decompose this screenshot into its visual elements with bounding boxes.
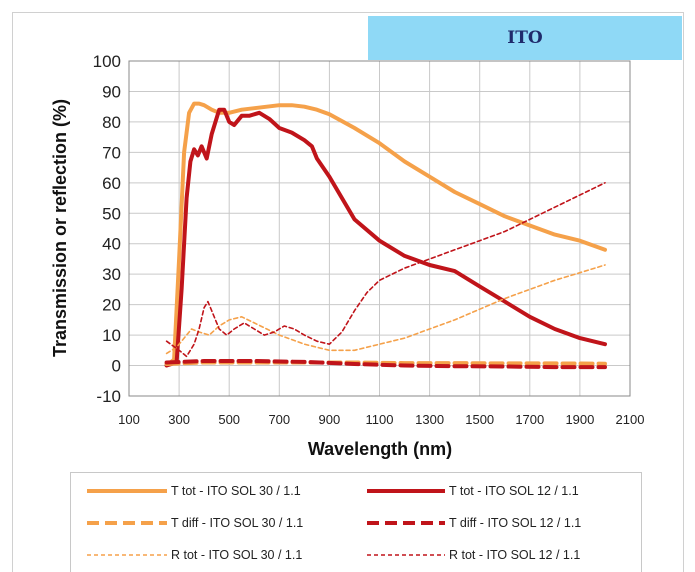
x-tick-label: 1900 [565,412,594,427]
x-tick-label: 1500 [465,412,494,427]
legend-item-ttot-30: T tot - ITO SOL 30 / 1.1 [87,480,301,502]
legend-swatch [367,554,445,556]
y-tick-label: 40 [102,235,121,254]
series-line-5 [165,182,606,358]
y-tick-label: -10 [96,387,121,406]
y-axis-label: Transmission or reflection (%) [50,99,70,357]
panel-label-text: ITO [507,28,543,48]
x-tick-label: 2100 [616,412,645,427]
series-line-4 [165,264,606,355]
legend-swatch [87,554,167,556]
y-tick-label: 80 [102,113,121,132]
panel-label: ITO [368,16,682,60]
y-tick-label: 10 [102,326,121,345]
x-tick-label: 700 [268,412,290,427]
grid-lines [128,60,631,397]
series-line-3 [164,359,607,370]
series-lines [164,101,607,370]
x-tick-label: 300 [168,412,190,427]
y-tick-label: 30 [102,265,121,284]
x-tick-label: 900 [319,412,341,427]
legend-label: T tot - ITO SOL 30 / 1.1 [171,484,301,498]
legend-swatch [367,521,445,525]
legend-swatch [87,489,167,493]
legend-item-rtot-12: R tot - ITO SOL 12 / 1.1 [367,544,580,566]
legend: T tot - ITO SOL 30 / 1.1 T tot - ITO SOL… [70,472,642,572]
y-tick-labels: -10 0 10 20 30 40 50 60 70 80 90 100 [93,52,121,406]
legend-item-ttot-12: T tot - ITO SOL 12 / 1.1 [367,480,579,502]
y-tick-label: 50 [102,204,121,223]
series-line-1 [164,107,607,368]
x-tick-label: 1100 [366,412,394,427]
x-tick-label: 1700 [515,412,544,427]
y-tick-label: 60 [102,174,121,193]
x-tick-label: 500 [218,412,240,427]
legend-label: T diff - ITO SOL 30 / 1.1 [171,516,304,530]
legend-label: R tot - ITO SOL 30 / 1.1 [171,548,303,562]
legend-item-tdiff-30: T diff - ITO SOL 30 / 1.1 [87,512,303,534]
y-tick-label: 20 [102,296,121,315]
legend-label: R tot - ITO SOL 12 / 1.1 [449,548,581,562]
x-tick-label: 100 [118,412,140,427]
legend-label: T diff - ITO SOL 12 / 1.1 [449,516,582,530]
plot-area [128,60,631,397]
x-tick-label: 1300 [415,412,444,427]
legend-swatch [87,521,167,525]
series-line-0 [164,101,607,368]
legend-item-rtot-30: R tot - ITO SOL 30 / 1.1 [87,544,302,566]
x-tick-labels: 100 300 500 700 900 1100 1300 1500 1700 1900 2100 [118,412,644,427]
legend-label: T tot - ITO SOL 12 / 1.1 [449,484,579,498]
legend-swatch [367,489,445,493]
x-axis-label: Wavelength (nm) [308,439,452,459]
y-tick-label: 90 [102,82,121,101]
y-tick-label: 100 [93,52,121,71]
y-tick-label: 70 [102,143,121,162]
legend-item-tdiff-12: T diff - ITO SOL 12 / 1.1 [367,512,581,534]
y-tick-label: 0 [112,357,121,376]
